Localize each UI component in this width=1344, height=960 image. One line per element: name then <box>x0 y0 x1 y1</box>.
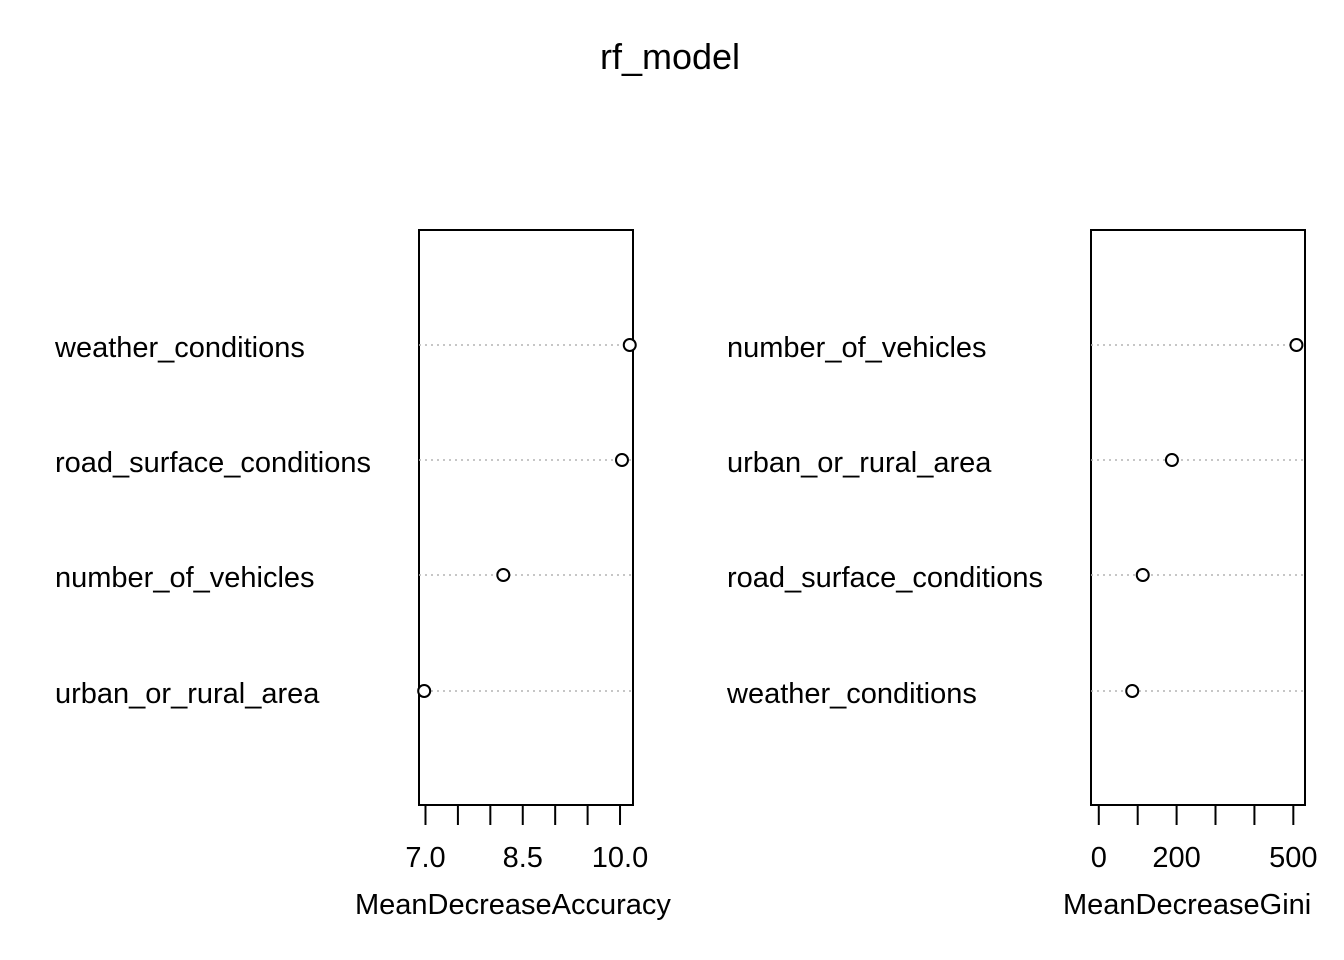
category-label: number_of_vehicles <box>727 332 987 364</box>
data-point <box>1135 568 1150 582</box>
category-label: road_surface_conditions <box>727 562 1043 594</box>
data-point <box>417 684 432 698</box>
data-point <box>622 338 637 352</box>
category-label: weather_conditions <box>726 678 977 710</box>
plot-frame <box>418 229 634 806</box>
category-label: urban_or_rural_area <box>727 447 992 479</box>
x-tick-label: 200 <box>1152 842 1200 874</box>
accuracy-panel: weather_conditions road_surface_condition… <box>54 229 671 921</box>
x-tick-label: 10.0 <box>592 842 648 874</box>
x-axis-title: MeanDecreaseGini <box>1063 889 1311 921</box>
chart-title: rf_model <box>600 36 740 77</box>
category-label: urban_or_rural_area <box>55 678 320 710</box>
data-point <box>1289 338 1304 352</box>
data-point <box>496 568 511 582</box>
category-label: road_surface_conditions <box>55 447 371 479</box>
gini-panel: number_of_vehicles urban_or_rural_arearoa… <box>726 229 1318 921</box>
x-axis-title: MeanDecreaseAccuracy <box>355 889 671 921</box>
x-tick-label: 500 <box>1269 842 1317 874</box>
category-label: number_of_vehicles <box>55 562 315 594</box>
x-tick-label: 7.0 <box>405 842 445 874</box>
data-point <box>614 453 629 467</box>
x-tick-label: 8.5 <box>503 842 543 874</box>
data-point <box>1164 453 1179 467</box>
category-label: weather_conditions <box>54 332 305 364</box>
x-tick-label: 0 <box>1091 842 1107 874</box>
data-point <box>1125 684 1140 698</box>
plot-frame <box>1090 229 1306 806</box>
